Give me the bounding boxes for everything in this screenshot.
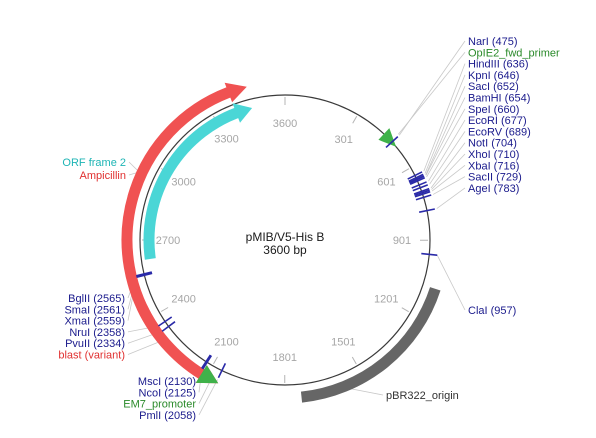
site-marker-bamhi-654	[409, 175, 425, 184]
label-em7-promoter: EM7_promoter	[123, 399, 196, 411]
tick-mark-1501	[351, 356, 357, 365]
site-marker-ecorv-689	[412, 184, 429, 192]
label-agei-783: AgeI (783)	[468, 183, 519, 195]
label-bamhi-654: BamHI (654)	[468, 93, 530, 105]
label-nari-475: NarI (475)	[468, 36, 518, 48]
label-hindiii-636: HindIII (636)	[468, 59, 529, 71]
tick-marks: 301 601 901 1201 1501 1801 2100 2400 2700 3000 330…	[142, 97, 429, 384]
label-kpni-646: KpnI (646)	[468, 70, 519, 82]
label-smai-2561: SmaI (2561)	[64, 304, 125, 316]
label-clai-957: ClaI (957)	[468, 305, 516, 317]
leader-kpni-646	[424, 74, 466, 174]
feature-arc-blast-variant	[136, 304, 211, 383]
site-marker-clai-957	[421, 252, 438, 256]
feature-arc-pbr322-origin	[300, 287, 441, 403]
site-marker-xhoi-710	[414, 189, 430, 197]
site-marker-msci-2130	[200, 354, 212, 369]
site-marker-kpni-646	[408, 173, 424, 182]
label-opie2-fwd-primer: OpIE2_fwd_primer	[468, 47, 560, 59]
feature-arrowhead-orf-frame-2	[232, 103, 253, 123]
label-blast-variant: blast (variant)	[58, 350, 125, 362]
label-bglii-2565: BglII (2565)	[68, 293, 125, 305]
tick-label-2400: 2400	[171, 294, 195, 306]
leader-ecorv-689	[429, 131, 466, 185]
tick-label-2700: 2700	[156, 235, 180, 247]
site-marker-pvuii-2334	[161, 321, 176, 332]
label-msci-2130: MscI (2130)	[138, 376, 196, 388]
tick-mark-601	[401, 168, 410, 174]
label-noti-704: NotI (704)	[468, 138, 517, 150]
label-ncoi-2125: NcoI (2125)	[139, 387, 196, 399]
label-xhoi-710: XhoI (710)	[468, 149, 519, 161]
site-marker-agei-783	[418, 208, 435, 214]
leader-clai-957	[436, 255, 466, 311]
label-pbr322-origin: pBR322_origin	[386, 390, 459, 402]
feature-arrowhead-em7-promoter	[195, 365, 219, 384]
restriction-site-markers	[136, 136, 438, 379]
site-marker-xmai-2559	[136, 272, 153, 279]
site-marker-spei-660	[409, 177, 426, 186]
site-marker-nari-475	[385, 136, 399, 149]
label-pmli-2058: PmlI (2058)	[139, 410, 196, 422]
leader-sacii-729	[432, 176, 466, 195]
tick-mark-2400	[160, 307, 169, 312]
plasmid-length: 3600 bp	[263, 243, 307, 257]
label-xbai-716: XbaI (716)	[468, 160, 519, 172]
leader-ecori-677	[428, 119, 466, 182]
plasmid-backbone-circle	[139, 94, 431, 386]
feature-arc-orf-frame-2	[143, 105, 245, 260]
feature-arrowhead-ampicillin	[224, 82, 247, 103]
tick-label-1801: 1801	[273, 352, 297, 364]
site-marker-xbai-716	[414, 190, 431, 198]
tick-label-601: 601	[377, 177, 395, 189]
site-marker-bglii-2565	[136, 271, 152, 277]
label-ecori-677: EcoRI (677)	[468, 115, 527, 127]
leader-agei-783	[436, 187, 466, 209]
label-orf-frame-2: ORF frame 2	[62, 157, 126, 169]
tick-label-2100: 2100	[214, 336, 238, 348]
leader-bamhi-654	[425, 97, 466, 176]
tick-label-3600: 3600	[273, 118, 297, 130]
site-marker-noti-704	[413, 187, 430, 195]
tick-label-3000: 3000	[171, 177, 195, 189]
tick-label-1201: 1201	[374, 294, 398, 306]
leader-saci-652	[425, 86, 466, 176]
feature-arcs	[121, 82, 441, 403]
label-sacii-729: SacII (729)	[468, 172, 522, 184]
leader-spei-660	[426, 108, 466, 178]
site-marker-sacii-729	[415, 194, 432, 201]
leader-xbai-716	[431, 164, 466, 192]
tick-label-1501: 1501	[331, 336, 355, 348]
label-pvuii-2334: PvuII (2334)	[65, 338, 125, 350]
feature-arc-ampicillin	[121, 84, 238, 334]
leader-pbr322-origin	[351, 388, 384, 396]
label-leader-lines	[127, 40, 466, 416]
leader-noti-704	[430, 142, 466, 189]
site-marker-nrui-2358	[158, 316, 173, 327]
label-spei-660: SpeI (660)	[468, 104, 519, 116]
tick-mark-1201	[401, 307, 409, 313]
tick-mark-301	[352, 116, 358, 124]
label-saci-652: SacI (652)	[468, 81, 519, 93]
label-ampicillin: Ampicillin	[80, 170, 126, 182]
site-marker-ncoi-2125	[202, 355, 213, 370]
site-marker-pmli-2058	[217, 362, 227, 379]
leader-pmli-2058	[198, 379, 218, 416]
site-marker-ecori-677	[411, 181, 427, 189]
tick-label-301: 301	[334, 134, 352, 146]
leader-hindiii-636	[423, 63, 466, 172]
label-xmai-2559: XmaI (2559)	[64, 316, 125, 328]
tick-mark-2100	[213, 356, 218, 365]
leader-xhoi-710	[431, 153, 466, 190]
site-marker-hindiii-636	[407, 171, 423, 180]
leader-opie2-fwd-primer	[398, 52, 466, 135]
label-ecorv-689: EcoRV (689)	[468, 126, 531, 138]
tick-label-3300: 3300	[214, 134, 238, 146]
tick-label-901: 901	[393, 235, 411, 247]
label-nrui-2358: NruI (2358)	[69, 327, 125, 339]
plasmid-name: pMIB/V5-His B	[246, 230, 325, 244]
